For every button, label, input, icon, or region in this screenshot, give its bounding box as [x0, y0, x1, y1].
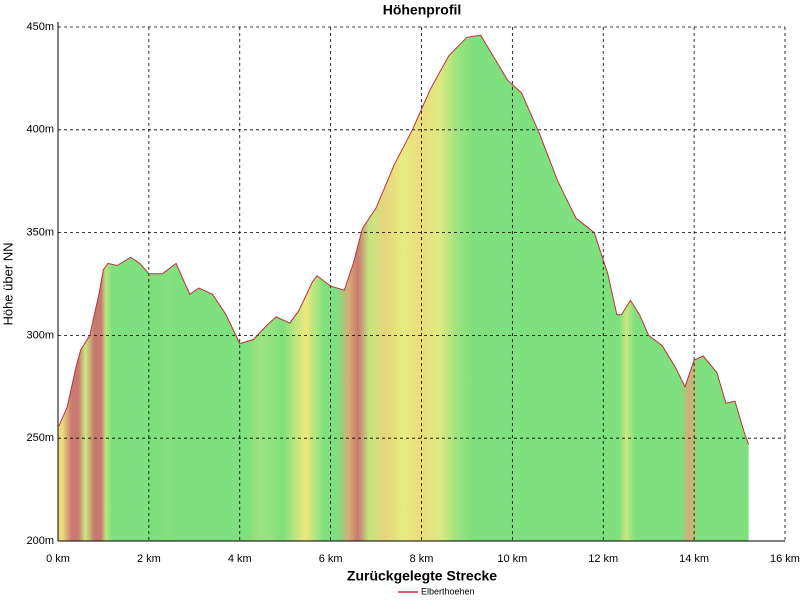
x-tick-label: 6 km — [319, 553, 343, 565]
x-tick-label: 2 km — [137, 553, 161, 565]
y-tick-label: 400m — [26, 124, 54, 136]
x-tick-label: 14 km — [679, 553, 709, 565]
y-tick-label: 450m — [26, 21, 54, 33]
x-tick-label: 8 km — [410, 553, 434, 565]
x-tick-label: 16 km — [770, 553, 800, 565]
x-axis-title: Zurückgelegte Strecke — [347, 568, 497, 584]
y-tick-label: 200m — [26, 535, 54, 547]
legend-label: Elberthoehen — [421, 586, 475, 596]
y-tick-label: 300m — [26, 329, 54, 341]
y-tick-label: 350m — [26, 227, 54, 239]
x-tick-label: 10 km — [497, 553, 527, 565]
chart-title: Höhenprofil — [383, 2, 462, 18]
x-tick-label: 12 km — [588, 553, 618, 565]
y-axis-title: Höhe über NN — [0, 242, 15, 325]
x-tick-label: 0 km — [46, 553, 70, 565]
y-tick-label: 250m — [26, 432, 54, 444]
legend: Elberthoehen — [398, 586, 475, 596]
x-tick-label: 4 km — [228, 553, 252, 565]
area-fill — [58, 35, 749, 541]
line — [57, 34, 750, 445]
